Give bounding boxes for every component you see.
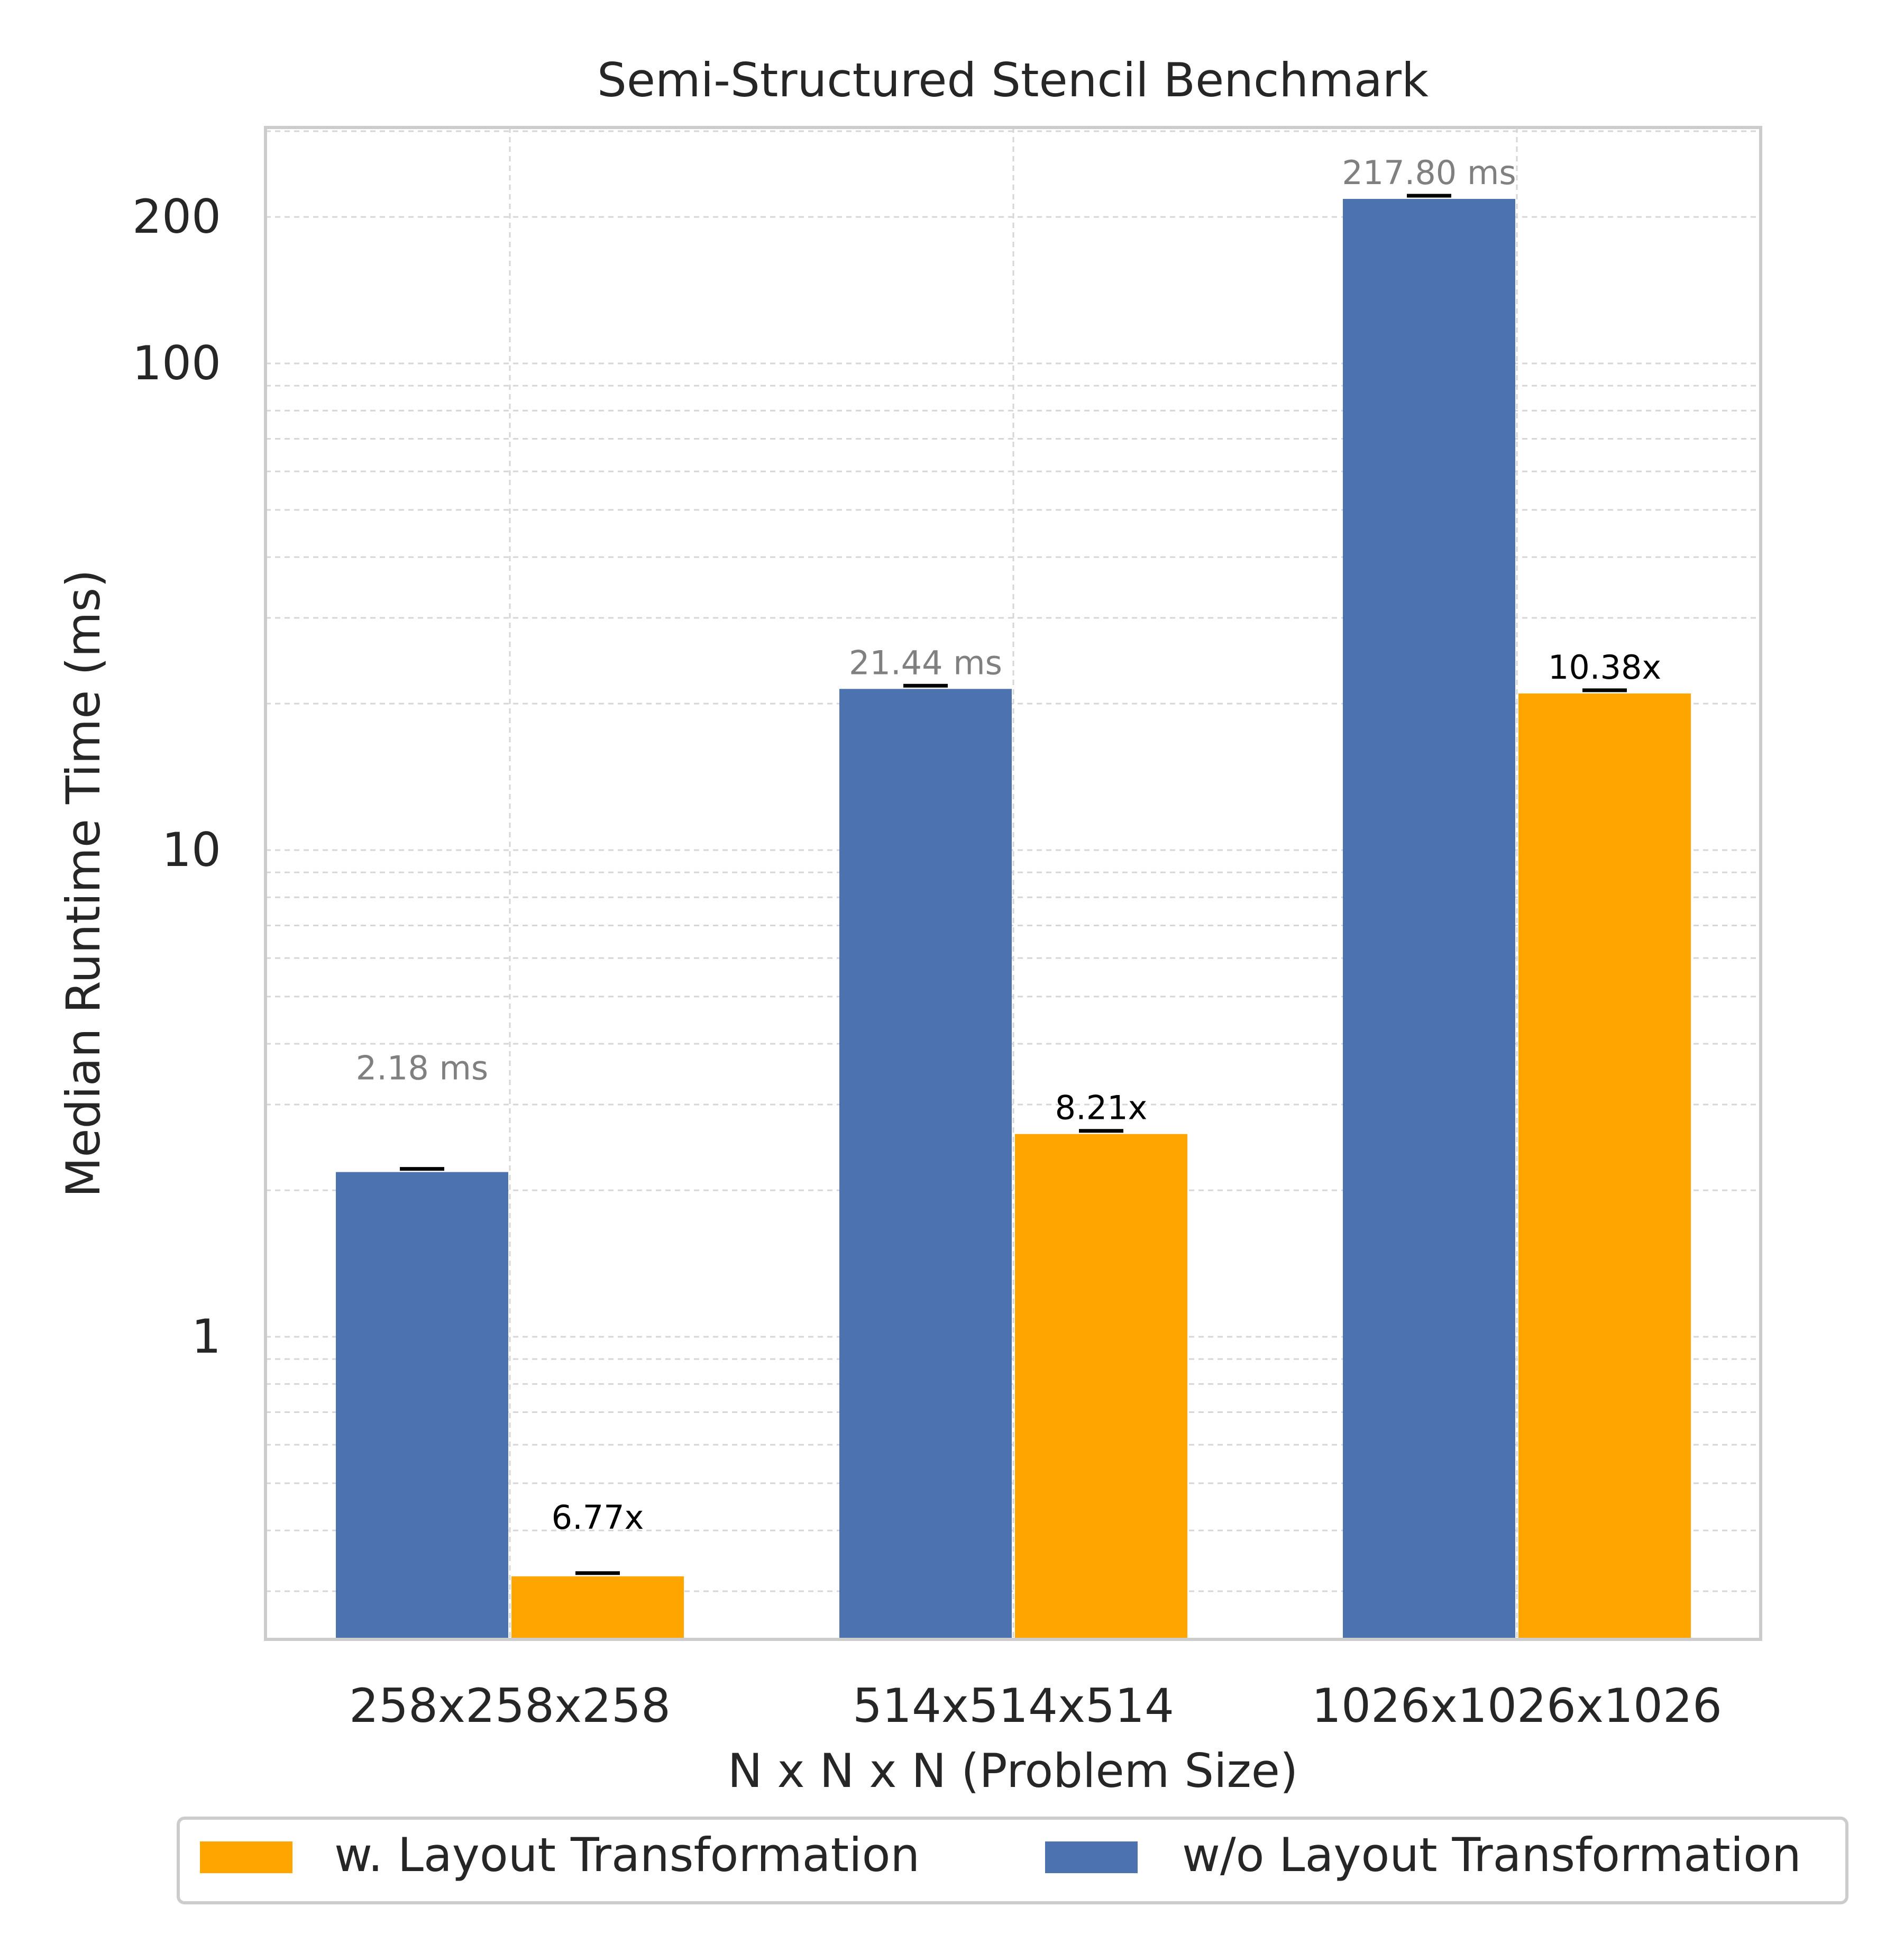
legend-frame <box>177 1817 1848 1904</box>
bars <box>336 194 1691 1639</box>
data-label-with-layout-1: 8.21x <box>1055 1089 1148 1127</box>
data-labels: 2.18 ms 21.44 ms 217.80 ms 6.77x 8.21x 10.38x <box>356 153 1661 1537</box>
data-label-without-layout-2: 217.80 ms <box>1342 153 1516 192</box>
data-label-with-layout-2: 10.38x <box>1548 648 1661 687</box>
legend-swatch-without-layout <box>1045 1841 1138 1873</box>
legend-label-with-layout: w. Layout Transformation <box>334 1828 920 1882</box>
bar-with-layout-0 <box>511 1576 684 1639</box>
legend-label-without-layout: w/o Layout Transformation <box>1182 1828 1801 1882</box>
x-tick-labels: 258x258x258 514x514x514 1026x1026x1026 <box>349 1679 1722 1733</box>
y-axis-label: Median Runtime Time (ms) <box>56 569 111 1197</box>
x-tick-label: 258x258x258 <box>349 1679 671 1733</box>
legend-swatch-with-layout <box>200 1841 292 1873</box>
data-label-with-layout-0: 6.77x <box>552 1498 644 1537</box>
bar-without-layout-2 <box>1343 199 1515 1639</box>
y-tick-label: 1 <box>191 1309 221 1364</box>
bar-without-layout-1 <box>839 689 1012 1639</box>
y-tick-label: 100 <box>132 336 221 390</box>
x-tick-label: 514x514x514 <box>853 1679 1174 1733</box>
bar-without-layout-0 <box>336 1172 508 1639</box>
plot-frame <box>264 126 1762 1641</box>
x-tick-label: 1026x1026x1026 <box>1312 1679 1722 1733</box>
y-tick-labels: 1 10 100 200 <box>132 189 221 1364</box>
data-label-without-layout-1: 21.44 ms <box>849 643 1002 682</box>
chart-title: Semi-Structured Stencil Benchmark <box>597 53 1429 107</box>
y-tick-label: 200 <box>132 189 221 244</box>
grid-lines <box>266 127 1761 1639</box>
bar-with-layout-1 <box>1015 1134 1187 1639</box>
x-axis-label: N x N x N (Problem Size) <box>728 1744 1298 1798</box>
legend: w. Layout Transformation w/o Layout Tran… <box>177 1817 1848 1904</box>
bar-with-layout-2 <box>1518 693 1691 1639</box>
y-tick-label: 10 <box>162 823 221 877</box>
data-label-without-layout-0: 2.18 ms <box>356 1049 488 1088</box>
